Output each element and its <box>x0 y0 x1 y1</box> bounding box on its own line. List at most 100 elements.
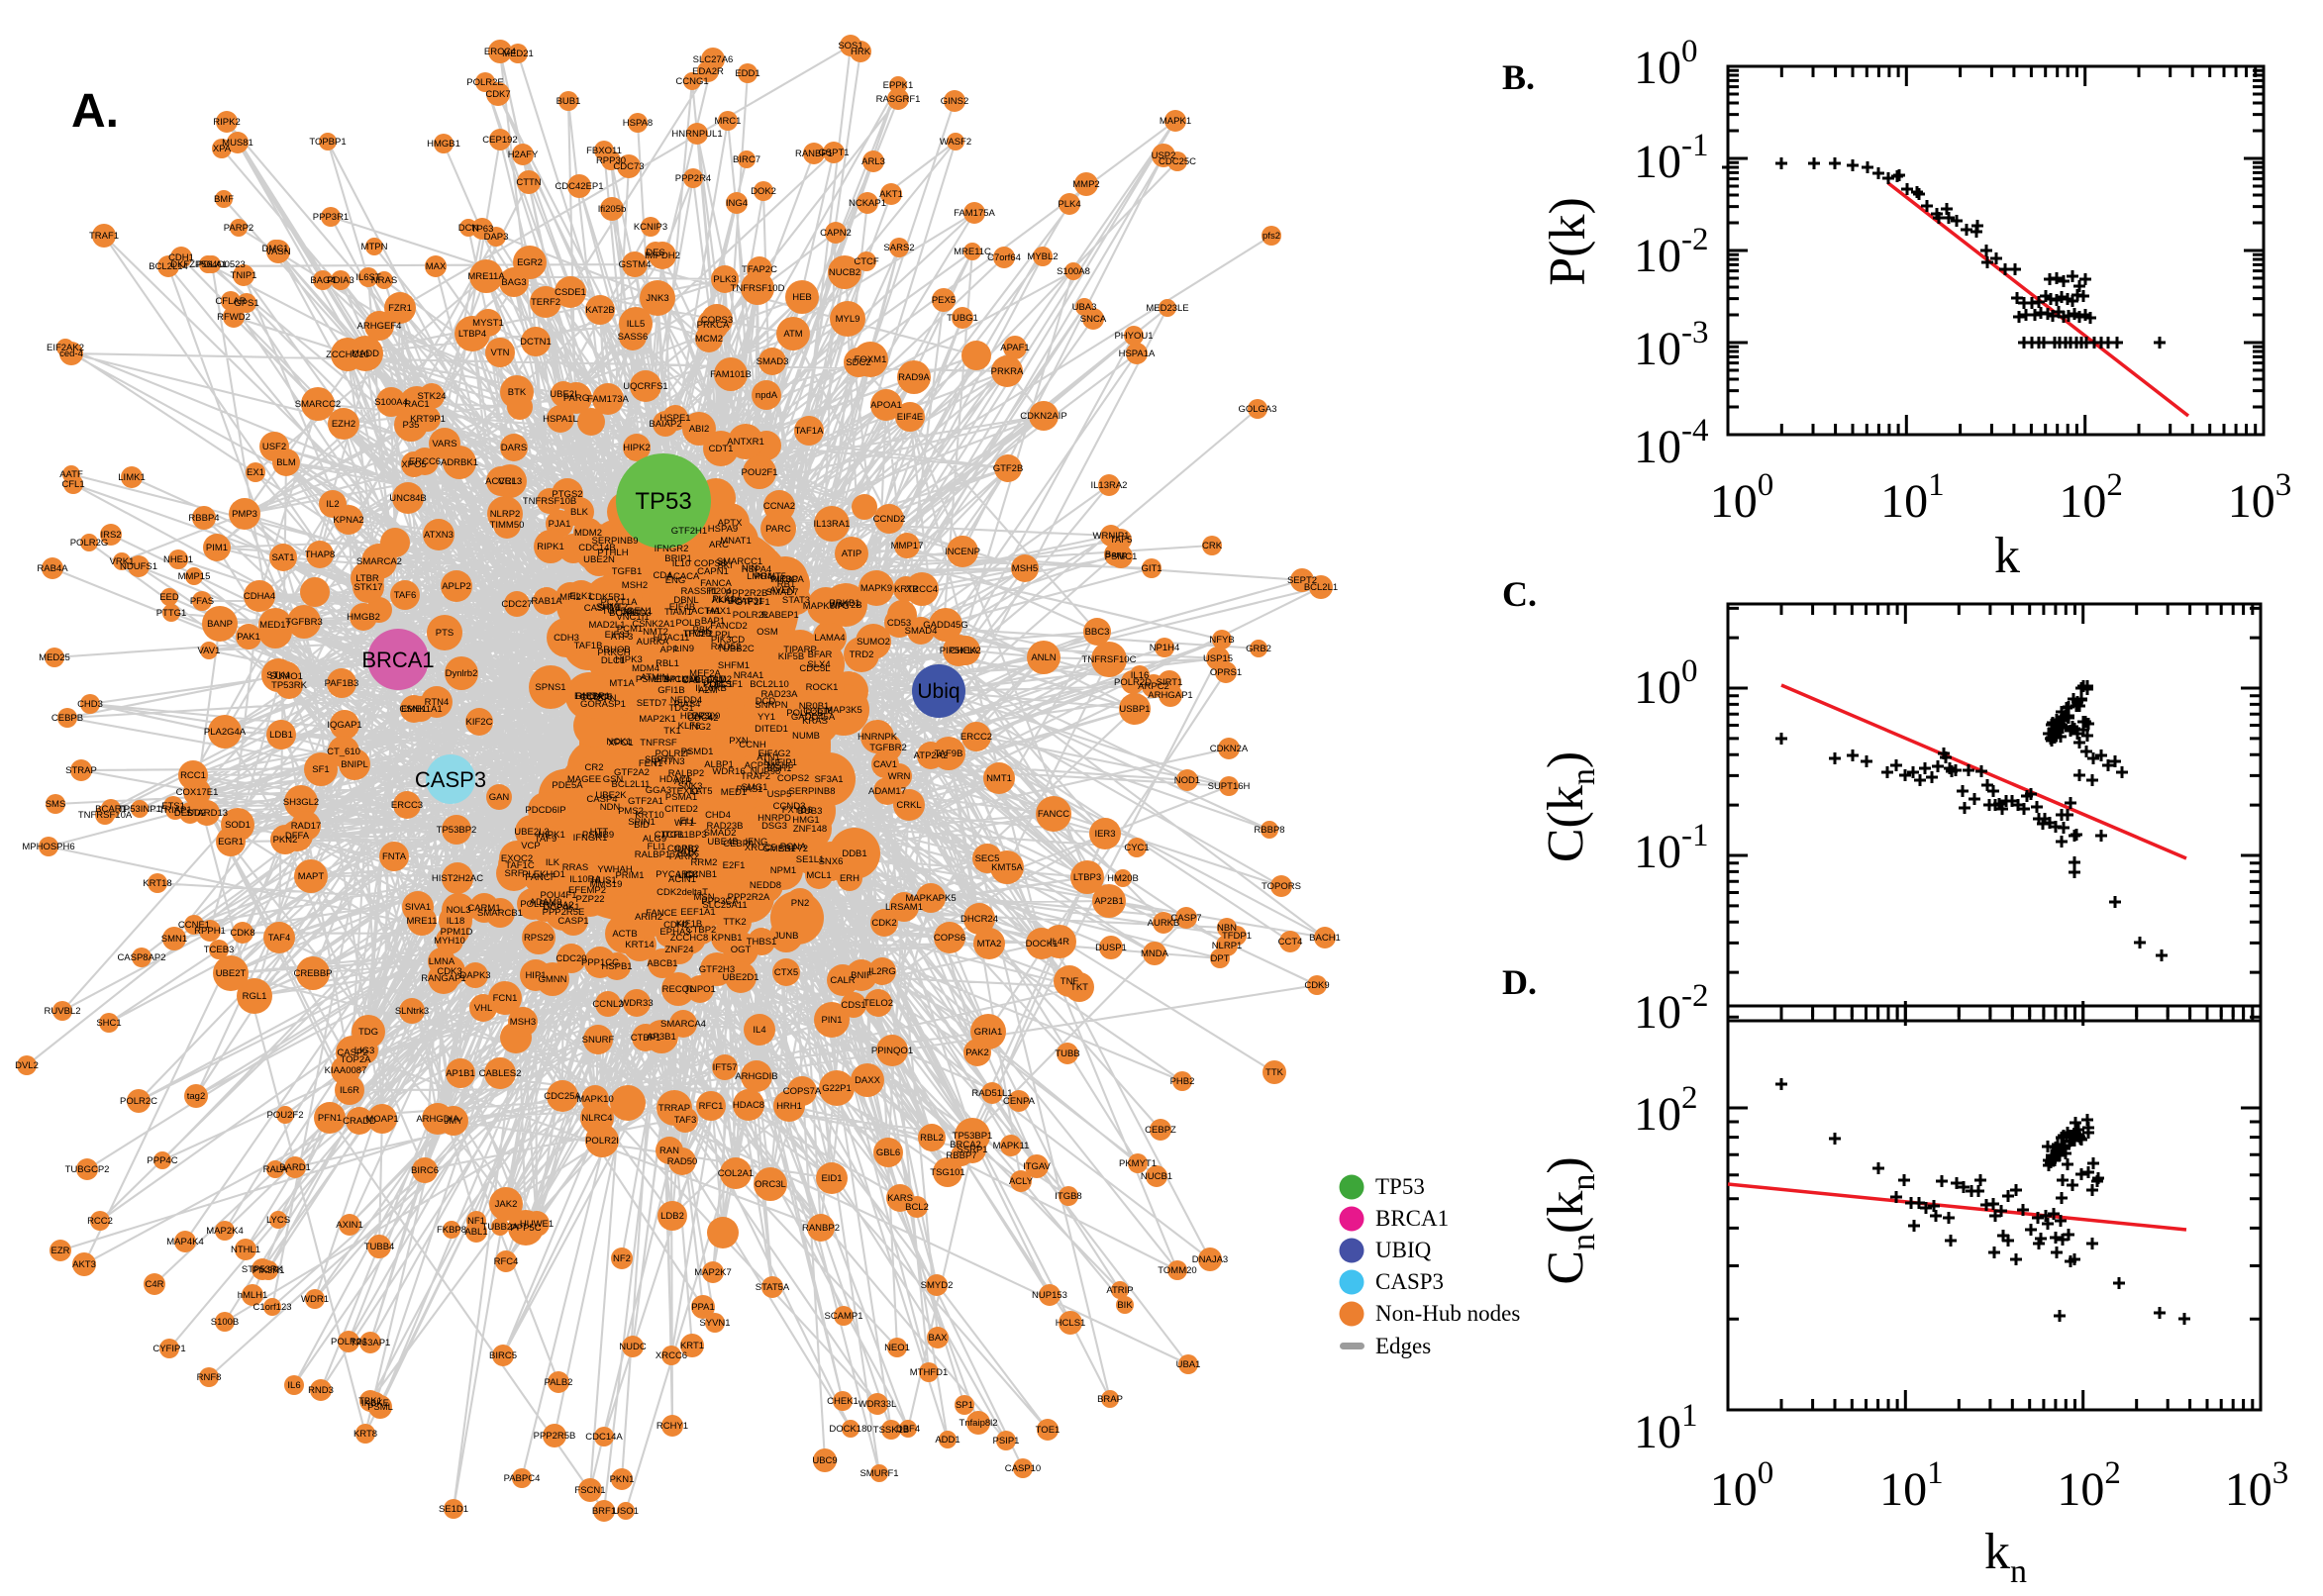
svg-text:PPP2R2B: PPP2R2B <box>726 588 768 599</box>
svg-text:CHEK1: CHEK1 <box>827 1396 858 1407</box>
svg-text:APOA1: APOA1 <box>870 400 902 411</box>
svg-text:GMNN: GMNN <box>538 974 566 985</box>
svg-text:SLC25A11: SLC25A11 <box>702 900 747 911</box>
svg-text:Edges: Edges <box>1375 1334 1431 1358</box>
svg-text:P35: P35 <box>403 420 420 431</box>
svg-text:PKMYT1: PKMYT1 <box>1119 1158 1157 1169</box>
svg-text:RCHY1: RCHY1 <box>656 1421 688 1432</box>
svg-text:CAV1: CAV1 <box>873 759 897 770</box>
svg-text:BANP: BANP <box>207 619 233 630</box>
svg-text:RAD23B: RAD23B <box>707 821 744 832</box>
svg-text:D.: D. <box>1502 962 1537 1002</box>
svg-text:BCAR1: BCAR1 <box>95 804 127 815</box>
svg-text:VAV1: VAV1 <box>198 646 221 656</box>
svg-text:FANCF: FANCF <box>525 872 556 883</box>
svg-text:PARG: PARG <box>563 393 589 404</box>
svg-text:CENPA: CENPA <box>1003 1096 1036 1107</box>
svg-text:PN2: PN2 <box>791 898 809 909</box>
svg-text:DAXX: DAXX <box>855 1075 881 1086</box>
svg-text:RCC1: RCC1 <box>180 770 206 781</box>
svg-text:LAMA4: LAMA4 <box>814 633 845 644</box>
svg-text:RFC4: RFC4 <box>494 1256 519 1267</box>
svg-text:RBL1: RBL1 <box>656 658 679 669</box>
svg-text:SMS: SMS <box>46 799 66 810</box>
svg-text:SMAD3: SMAD3 <box>757 356 789 367</box>
svg-text:CHEK2: CHEK2 <box>950 646 981 656</box>
svg-text:H2AFY: H2AFY <box>508 150 539 160</box>
svg-text:SMARCC1: SMARCC1 <box>717 556 762 567</box>
svg-text:RASGRF1: RASGRF1 <box>876 94 921 105</box>
svg-text:FANCA: FANCA <box>700 578 732 589</box>
svg-text:APP: APP <box>659 645 678 655</box>
svg-text:HDAC2: HDAC2 <box>680 711 712 722</box>
svg-text:MYL9: MYL9 <box>836 314 860 325</box>
svg-text:PPP1CC: PPP1CC <box>581 957 619 968</box>
svg-text:k: k <box>1994 528 2020 584</box>
svg-text:RGL1: RGL1 <box>243 991 267 1002</box>
svg-text:DCP4K1: DCP4K1 <box>544 902 580 913</box>
svg-text:EDD1: EDD1 <box>735 68 759 79</box>
svg-text:MNAT1: MNAT1 <box>720 536 752 547</box>
svg-text:CRADD: CRADD <box>343 1116 376 1127</box>
svg-text:CTBP2: CTBP2 <box>686 925 717 936</box>
svg-text:ABCB1: ABCB1 <box>647 958 677 969</box>
svg-text:GMEB1: GMEB1 <box>762 844 795 854</box>
svg-text:EIF4G2: EIF4G2 <box>758 748 791 759</box>
svg-text:ROCK1: ROCK1 <box>806 682 839 693</box>
svg-text:LTBP4: LTBP4 <box>458 329 486 340</box>
svg-text:ACACA: ACACA <box>667 571 700 582</box>
svg-text:KMT5A: KMT5A <box>991 862 1023 873</box>
svg-text:103: 103 <box>2225 1455 2289 1516</box>
svg-text:MED1: MED1 <box>721 787 747 798</box>
svg-text:TUBB: TUBB <box>1055 1048 1079 1059</box>
svg-text:BLK: BLK <box>570 507 589 518</box>
svg-text:TAF6: TAF6 <box>394 590 417 601</box>
svg-text:TRAF1: TRAF1 <box>89 231 119 242</box>
svg-text:XRCC6: XRCC6 <box>656 1350 687 1361</box>
svg-text:ERH: ERH <box>840 873 859 884</box>
svg-text:SNK3: SNK3 <box>678 781 703 792</box>
svg-text:kn: kn <box>1984 1524 2027 1590</box>
svg-text:HRH1: HRH1 <box>776 1101 802 1112</box>
svg-text:ADAM9: ADAM9 <box>530 897 562 908</box>
svg-text:ZNF24: ZNF24 <box>664 945 693 955</box>
svg-text:PIAS4: PIAS4 <box>674 699 701 710</box>
svg-text:COPS6: COPS6 <box>934 933 965 944</box>
svg-text:VHL: VHL <box>474 1003 492 1014</box>
svg-text:GRIA1: GRIA1 <box>974 1027 1003 1038</box>
svg-text:KAT5: KAT5 <box>689 786 712 797</box>
svg-text:CDC25A: CDC25A <box>544 1091 581 1102</box>
svg-text:PIAS1: PIAS1 <box>737 784 763 795</box>
svg-text:GTF2B: GTF2B <box>993 463 1024 474</box>
svg-text:EXOC2: EXOC2 <box>501 853 533 864</box>
svg-text:IL2RG: IL2RG <box>868 966 895 977</box>
svg-text:POLE: POLE <box>520 899 545 910</box>
svg-text:IL10RB: IL10RB <box>695 683 727 694</box>
svg-text:CCNE1: CCNE1 <box>178 920 210 931</box>
svg-text:XPA: XPA <box>213 144 232 154</box>
svg-text:RALBP1: RALBP1 <box>635 849 670 860</box>
svg-text:BNIPL: BNIPL <box>341 759 367 770</box>
svg-text:IL10RA: IL10RA <box>569 874 601 885</box>
svg-text:WRNIP1: WRNIP1 <box>1093 531 1130 542</box>
svg-text:COX17E1: COX17E1 <box>176 787 219 798</box>
svg-text:AP3B1: AP3B1 <box>647 1032 676 1043</box>
svg-text:TK1: TK1 <box>663 726 680 737</box>
svg-text:TOP2A: TOP2A <box>341 1054 372 1065</box>
svg-text:ERCC4: ERCC4 <box>484 47 516 57</box>
svg-text:CAPN1: CAPN1 <box>697 566 729 577</box>
svg-text:EIF4E: EIF4E <box>897 412 923 423</box>
svg-text:TGFBR3: TGFBR3 <box>285 617 322 628</box>
svg-text:PDICSF1: PDICSF1 <box>703 679 743 690</box>
svg-text:USO1: USO1 <box>613 1506 639 1517</box>
svg-text:WDR1: WDR1 <box>301 1294 329 1305</box>
svg-text:CDH1: CDH1 <box>168 252 194 263</box>
svg-text:NUP153: NUP153 <box>1032 1290 1067 1301</box>
svg-text:TFDP1: TFDP1 <box>1222 931 1252 942</box>
svg-text:KPNB1: KPNB1 <box>711 933 742 944</box>
svg-text:PAK2: PAK2 <box>965 1047 989 1058</box>
svg-text:DFFA: DFFA <box>285 831 310 842</box>
svg-text:IMPDH2: IMPDH2 <box>645 250 680 261</box>
svg-text:BRF1: BRF1 <box>592 1506 616 1517</box>
svg-text:Tnfaip8l2: Tnfaip8l2 <box>959 1418 997 1429</box>
